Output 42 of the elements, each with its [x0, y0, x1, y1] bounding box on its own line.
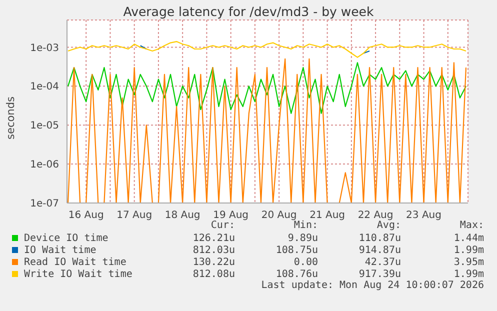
text: 1.44m — [452, 232, 484, 244]
text: 812.08u — [192, 268, 235, 280]
y-tick-label: 1e-03 — [30, 42, 59, 54]
x-tick-label: 22 Aug — [358, 210, 394, 222]
x-tick-label: 17 Aug — [116, 210, 152, 222]
y-tick-label: 1e-07 — [30, 198, 59, 210]
line-series — [67, 62, 467, 114]
text: Cur: — [210, 220, 235, 232]
text: Avg: — [376, 220, 401, 232]
text: 110.87u — [358, 232, 401, 244]
y-axis-title: seconds — [5, 96, 17, 140]
y-tick-label: 1e-05 — [30, 120, 59, 132]
y-tick-label: 1e-04 — [30, 82, 59, 93]
x-tick-label: 23 Aug — [406, 210, 442, 222]
text: 126.21u — [192, 232, 235, 244]
text: 917.39u — [358, 268, 401, 280]
text: Max: — [458, 220, 484, 232]
text: Min: — [294, 220, 318, 232]
x-tick-label: 16 Aug — [68, 210, 104, 222]
x-tick-label: 21 Aug — [310, 210, 346, 222]
text: Last update: Mon Aug 24 10:00:07 2026 — [260, 280, 484, 292]
x-tick-label: 19 Aug — [213, 210, 249, 222]
text: 812.03u — [192, 244, 235, 256]
legend-label: Write IO Wait time — [24, 268, 132, 280]
chart-title: Average latency for /dev/md3 - by week — [122, 4, 375, 19]
text: 0.00 — [292, 256, 318, 268]
text: 3.95m — [452, 256, 484, 268]
text: 42.37u — [364, 256, 401, 268]
text: 108.76u — [274, 268, 318, 280]
legend-label: Read IO Wait time — [24, 256, 126, 268]
line-series — [67, 40, 467, 58]
legend-label: IO Wait time — [24, 244, 96, 256]
legend-label: Device IO time — [24, 232, 108, 244]
text: 1.99m — [452, 268, 484, 280]
text: 9.89u — [286, 232, 318, 244]
x-tick-label: 18 Aug — [164, 210, 200, 222]
text: 1.99m — [452, 244, 484, 256]
x-tick-label: 20 Aug — [261, 210, 297, 222]
y-tick-label: 1e-06 — [30, 160, 59, 171]
text: 914.87u — [358, 244, 401, 256]
text: 130.22u — [192, 256, 235, 268]
text: 108.75u — [274, 244, 318, 256]
